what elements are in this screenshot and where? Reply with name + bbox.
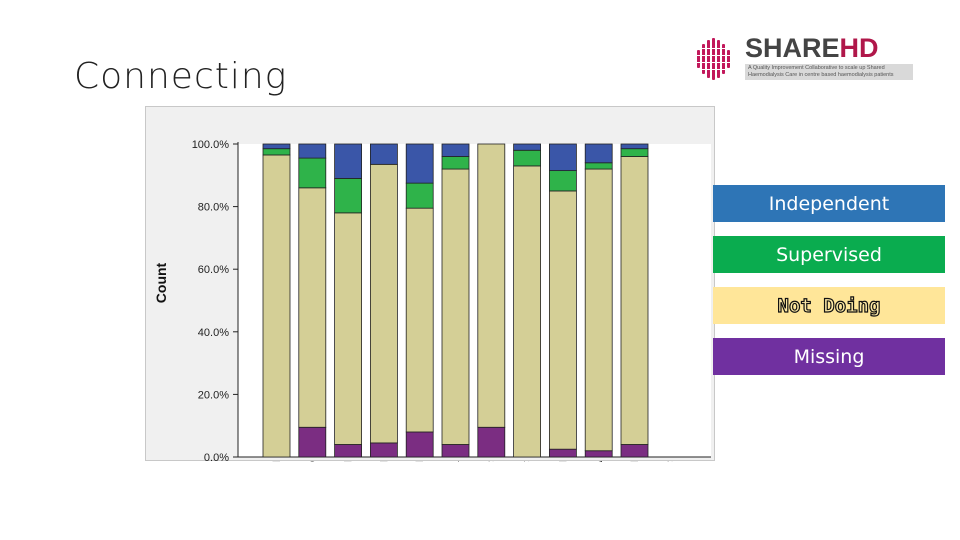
x-tick-label: Sunderland	[663, 461, 675, 462]
bar-segment-not-doing	[262, 154, 291, 458]
x-tick-label: Stoke	[484, 461, 496, 462]
bar-segment-not-doing	[620, 156, 649, 445]
x-tick-label: Lister	[556, 461, 568, 462]
y-tick-label: 20.0%	[198, 389, 229, 401]
x-tick-label: Nottingham	[628, 461, 640, 462]
y-tick-label: 80.0%	[198, 202, 229, 214]
y-tick-label: 40.0%	[198, 327, 229, 339]
bar-segment-missing	[369, 442, 398, 458]
bar-segment-missing	[298, 426, 327, 458]
bar-segment-independent	[405, 143, 434, 184]
bar-segment-independent	[584, 143, 613, 164]
bar-segment-supervised	[262, 148, 291, 156]
bar-segment-not-doing	[334, 212, 363, 445]
bar-segment-supervised	[405, 182, 434, 209]
bar-segment-missing	[477, 426, 506, 458]
bar-segment-not-doing	[548, 190, 577, 450]
y-tick-label: 60.0%	[198, 264, 229, 276]
bar-segment-supervised	[620, 148, 649, 157]
bar-segment-supervised	[548, 170, 577, 192]
bar-segment-not-doing	[369, 163, 398, 444]
bar-segment-missing	[548, 448, 577, 458]
x-tick-label: Wolverhampton	[592, 461, 604, 462]
x-tick-label: HOE	[341, 461, 353, 462]
x-tick-label: Bristol	[413, 461, 425, 462]
bar-segment-supervised	[441, 156, 470, 170]
bar-segment-independent	[441, 143, 470, 157]
x-tick-label: Leeds	[377, 461, 389, 462]
y-axis-title: Count	[153, 262, 169, 303]
legend-item-missing: Missing	[713, 338, 945, 375]
bar-segment-independent	[298, 143, 327, 159]
logo-wordmark: SHAREHD	[745, 33, 879, 63]
bar-segment-missing	[441, 444, 470, 458]
legend-item-independent: Independent	[713, 185, 945, 222]
bar-segment-independent	[262, 143, 291, 150]
bar-segment-independent	[548, 143, 577, 172]
x-tick-label: Manchester	[270, 461, 282, 462]
bar-segment-supervised	[298, 157, 327, 189]
slide-title: Connecting	[74, 56, 288, 97]
bar-segment-not-doing	[584, 168, 613, 452]
bar-segment-not-doing	[405, 207, 434, 433]
y-tick-label: 0.0%	[204, 452, 229, 462]
logo-mark-icon	[693, 38, 737, 80]
sharehd-logo: SHAREHD A Quality Improvement Collaborat…	[693, 33, 915, 83]
bar-segment-independent	[620, 143, 649, 150]
bar-segment-independent	[369, 143, 398, 165]
x-tick-label: York	[449, 461, 461, 462]
chart-area: 0.0% 20.0% 40.0% 60.0% 80.0% 100.0% Count Manch…	[145, 106, 715, 462]
bar-segment-missing	[334, 444, 363, 458]
bar-segment-independent	[513, 143, 542, 151]
stacked-bar-chart: 0.0% 20.0% 40.0% 60.0% 80.0% 100.0% Count Manch…	[153, 139, 711, 462]
legend-item-not-doing: Not Doing	[713, 287, 945, 324]
bar-segment-not-doing	[513, 165, 542, 458]
logo-tagline: A Quality Improvement Collaborative to s…	[745, 64, 913, 80]
bar-segment-supervised	[513, 149, 542, 167]
bar-segment-supervised	[334, 178, 363, 214]
bar-segment-not-doing	[477, 143, 506, 428]
x-tick-label: Guys	[305, 461, 317, 462]
bar-segment-supervised	[584, 162, 613, 170]
bar-segment-missing	[405, 431, 434, 458]
x-tick-label: Sheffield	[520, 461, 532, 462]
bar-segment-not-doing	[441, 168, 470, 445]
legend-item-supervised: Supervised	[713, 236, 945, 273]
bar-segment-independent	[334, 143, 363, 179]
bar-segment-missing	[584, 450, 613, 458]
bar-segment-missing	[620, 444, 649, 458]
y-tick-label: 100.0%	[192, 139, 230, 151]
bar-segment-not-doing	[298, 187, 327, 428]
